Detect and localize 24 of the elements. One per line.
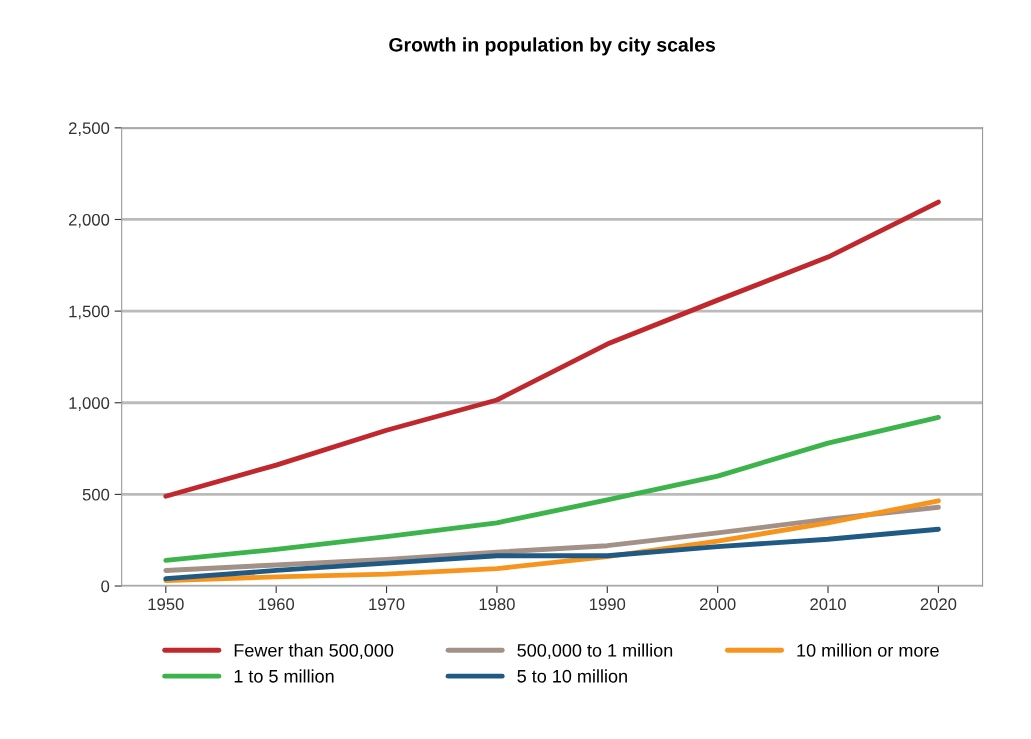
y-tick-label: 500 xyxy=(82,488,110,501)
legend-label: Fewer than 500,000 xyxy=(234,643,394,659)
line-series xyxy=(163,414,941,563)
legend-label: 10 million or more xyxy=(797,643,939,657)
x-tick-label: 1970 xyxy=(369,598,405,611)
line-series xyxy=(163,199,941,499)
x-tick-label: 1950 xyxy=(148,598,184,611)
x-tick-label: 1960 xyxy=(258,598,295,611)
x-tick-label: 2000 xyxy=(699,598,736,611)
x-tick-label: 2010 xyxy=(810,598,846,611)
legend-label: 5 to 10 million xyxy=(517,669,627,683)
x-tick-label: 1990 xyxy=(590,598,626,611)
x-tick-label: 1980 xyxy=(479,598,515,611)
y-tick-label: 1,000 xyxy=(69,397,110,411)
y-tick-label: 2,000 xyxy=(68,213,110,228)
y-tick-label: 1,500 xyxy=(69,305,110,320)
y-tick-label: 0 xyxy=(101,580,110,593)
x-tick-label: 2020 xyxy=(920,598,957,611)
line-series xyxy=(163,526,941,582)
line-series xyxy=(163,504,941,573)
legend-label: 500,000 to 1 million xyxy=(517,643,673,659)
chart-title: Growth in population by city scales xyxy=(389,37,715,56)
legend-label: 1 to 5 million xyxy=(234,669,334,683)
y-tick-label: 2,500 xyxy=(68,122,110,137)
